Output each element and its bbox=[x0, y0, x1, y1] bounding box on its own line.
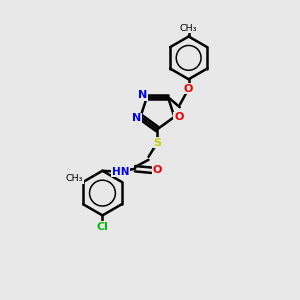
Text: S: S bbox=[153, 138, 161, 148]
Text: CH₃: CH₃ bbox=[180, 24, 197, 33]
Text: N: N bbox=[132, 113, 141, 123]
Text: Cl: Cl bbox=[97, 222, 108, 232]
Text: N: N bbox=[138, 90, 147, 100]
Text: HN: HN bbox=[112, 167, 129, 177]
Text: O: O bbox=[153, 165, 162, 175]
Text: CH₃: CH₃ bbox=[65, 175, 83, 184]
Text: O: O bbox=[184, 84, 193, 94]
Text: O: O bbox=[174, 112, 184, 122]
